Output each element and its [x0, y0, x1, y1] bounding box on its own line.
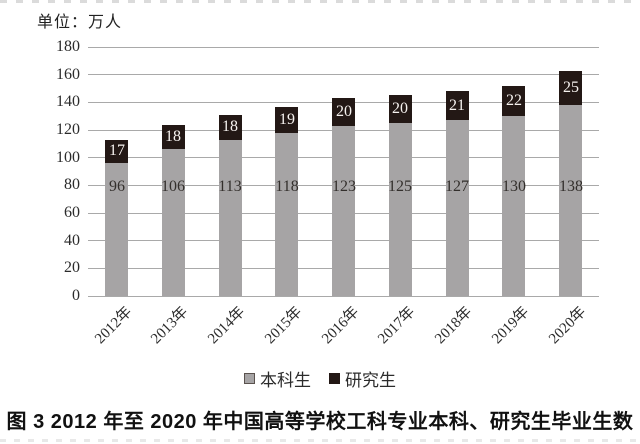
value-label-undergraduate-2014年: 113	[218, 178, 242, 195]
value-label-graduate-2012年: 17	[109, 142, 125, 160]
x-axis-label-2013年: 2013年	[148, 304, 192, 348]
y-axis-label-80: 80	[64, 176, 80, 194]
undergraduate-swatch-icon	[244, 373, 255, 384]
value-label-undergraduate-2012年: 96	[109, 178, 125, 195]
x-axis-label-2017年: 2017年	[375, 304, 419, 348]
value-label-graduate-2014年: 18	[222, 118, 238, 136]
bar-undergraduate-2018年	[446, 120, 469, 296]
value-label-undergraduate-2013年: 106	[161, 178, 185, 195]
bar-graduate-2012年	[105, 139, 128, 164]
bar-undergraduate-2016年	[332, 125, 355, 296]
value-label-undergraduate-2018年: 127	[445, 178, 469, 195]
chart-legend: 本科生 研究生	[0, 366, 640, 391]
value-label-undergraduate-2020年: 138	[559, 178, 583, 195]
plot-area: 96 17 106 18 113 18 118 19 123 20 125 20 127 21 130 22 1…	[88, 46, 599, 297]
y-axis-label-100: 100	[56, 148, 80, 166]
x-axis-label-2014年: 2014年	[205, 304, 249, 348]
bar-undergraduate-2017年	[389, 123, 412, 296]
graduate-swatch-icon	[329, 373, 340, 384]
x-axis-label-2016年: 2016年	[318, 304, 362, 348]
x-axis-label-2012年: 2012年	[91, 304, 135, 348]
y-axis-label-120: 120	[56, 121, 80, 138]
y-axis-label-60: 60	[64, 204, 80, 221]
value-label-graduate-2020年: 25	[563, 78, 579, 96]
cropped-text-bottom	[0, 439, 640, 442]
y-axis-label-20: 20	[64, 259, 80, 277]
bar-graduate-2019年	[502, 85, 525, 117]
value-label-undergraduate-2019年: 130	[502, 178, 526, 195]
gridline-180	[88, 46, 599, 48]
bar-graduate-2017年	[389, 95, 412, 124]
bar-graduate-2020年	[559, 70, 582, 106]
y-axis-label-40: 40	[64, 231, 80, 249]
gridline-160	[88, 74, 599, 76]
value-label-graduate-2017年: 20	[392, 100, 408, 118]
bar-undergraduate-2012年	[105, 163, 128, 296]
value-label-graduate-2019年: 22	[506, 91, 522, 109]
bar-undergraduate-2020年	[559, 105, 582, 296]
gridline-0	[88, 295, 599, 297]
bar-graduate-2015年	[275, 106, 298, 133]
bar-undergraduate-2019年	[502, 116, 525, 296]
y-axis-label-140: 140	[56, 93, 80, 111]
x-axis-label-2020年: 2020年	[545, 304, 589, 348]
legend-item-undergraduate: 本科生	[244, 366, 311, 391]
figure-caption: 图 3 2012 年至 2020 年中国高等学校工科专业本科、研究生毕业生数	[6, 411, 634, 433]
value-label-graduate-2013年: 18	[165, 127, 181, 145]
legend-label-graduate: 研究生	[345, 371, 396, 390]
value-label-graduate-2016年: 20	[336, 103, 352, 120]
bar-undergraduate-2013年	[162, 149, 185, 296]
bar-graduate-2016年	[332, 98, 355, 126]
bar-graduate-2018年	[446, 91, 469, 121]
y-axis-label-160: 160	[56, 65, 80, 83]
bar-undergraduate-2014年	[219, 139, 242, 296]
value-label-undergraduate-2015年: 118	[275, 178, 299, 195]
x-axis-label-2018年: 2018年	[432, 304, 476, 348]
bar-graduate-2014年	[219, 114, 242, 140]
y-axis-label-180: 180	[56, 38, 80, 55]
x-axis-label-2019年: 2019年	[488, 304, 533, 348]
legend-label-undergraduate: 本科生	[260, 371, 311, 390]
value-label-graduate-2015年: 19	[279, 110, 295, 128]
unit-label: 单位：万人	[37, 14, 123, 31]
cropped-text-top	[0, 0, 640, 3]
value-label-undergraduate-2017年: 125	[388, 178, 412, 195]
y-axis-label-0: 0	[72, 287, 80, 304]
value-label-graduate-2018年: 21	[449, 96, 465, 114]
x-axis-label-2015年: 2015年	[261, 304, 306, 348]
legend-item-graduate: 研究生	[329, 366, 396, 391]
bar-undergraduate-2015年	[275, 132, 298, 296]
bar-graduate-2013年	[162, 124, 185, 150]
value-label-undergraduate-2016年: 123	[332, 178, 356, 195]
